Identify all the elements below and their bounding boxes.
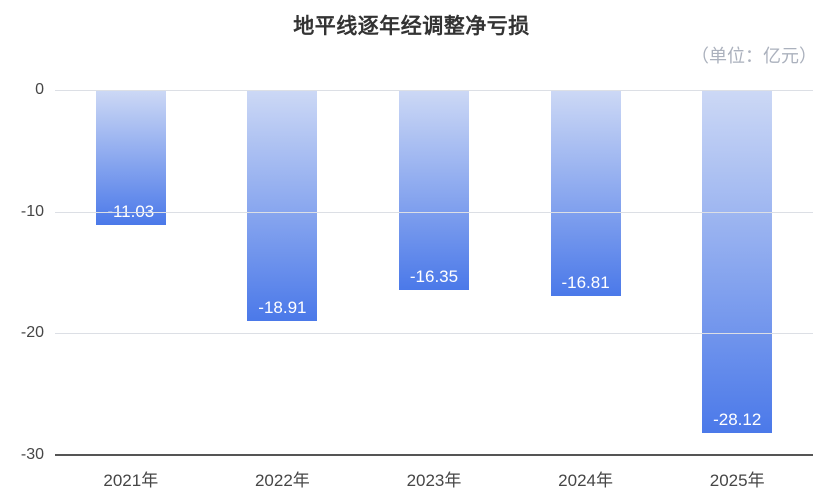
gridline bbox=[55, 333, 813, 335]
gridline bbox=[55, 211, 813, 213]
bar-value-label: -28.12 bbox=[713, 410, 762, 430]
x-tick-label: 2021年 bbox=[103, 471, 159, 490]
y-tick-label: -10 bbox=[20, 202, 44, 220]
x-tick-label: 2023年 bbox=[406, 471, 462, 490]
bar: -28.12 bbox=[702, 91, 773, 434]
x-tick-label: 2025年 bbox=[709, 471, 765, 490]
gridline bbox=[55, 90, 813, 91]
x-axis-line bbox=[55, 454, 813, 456]
y-tick-label: -30 bbox=[20, 446, 44, 463]
chart-title: 地平线逐年经调整净亏损 bbox=[293, 15, 530, 38]
bar-value-label: -16.35 bbox=[409, 266, 459, 286]
bar: -18.91 bbox=[247, 91, 318, 322]
y-tick-label: -20 bbox=[20, 324, 44, 342]
x-tick-label: 2024年 bbox=[558, 471, 613, 490]
bar: -11.03 bbox=[95, 91, 166, 226]
unit-label: （单位：亿元） bbox=[691, 46, 817, 66]
bar: -16.35 bbox=[399, 91, 469, 290]
x-tick-label: 2022年 bbox=[254, 471, 310, 490]
bar-value-label: -18.91 bbox=[258, 298, 307, 318]
bar-value-label: -16.81 bbox=[561, 272, 610, 292]
y-tick-label: 0 bbox=[35, 81, 44, 98]
bar: -16.81 bbox=[550, 91, 621, 296]
